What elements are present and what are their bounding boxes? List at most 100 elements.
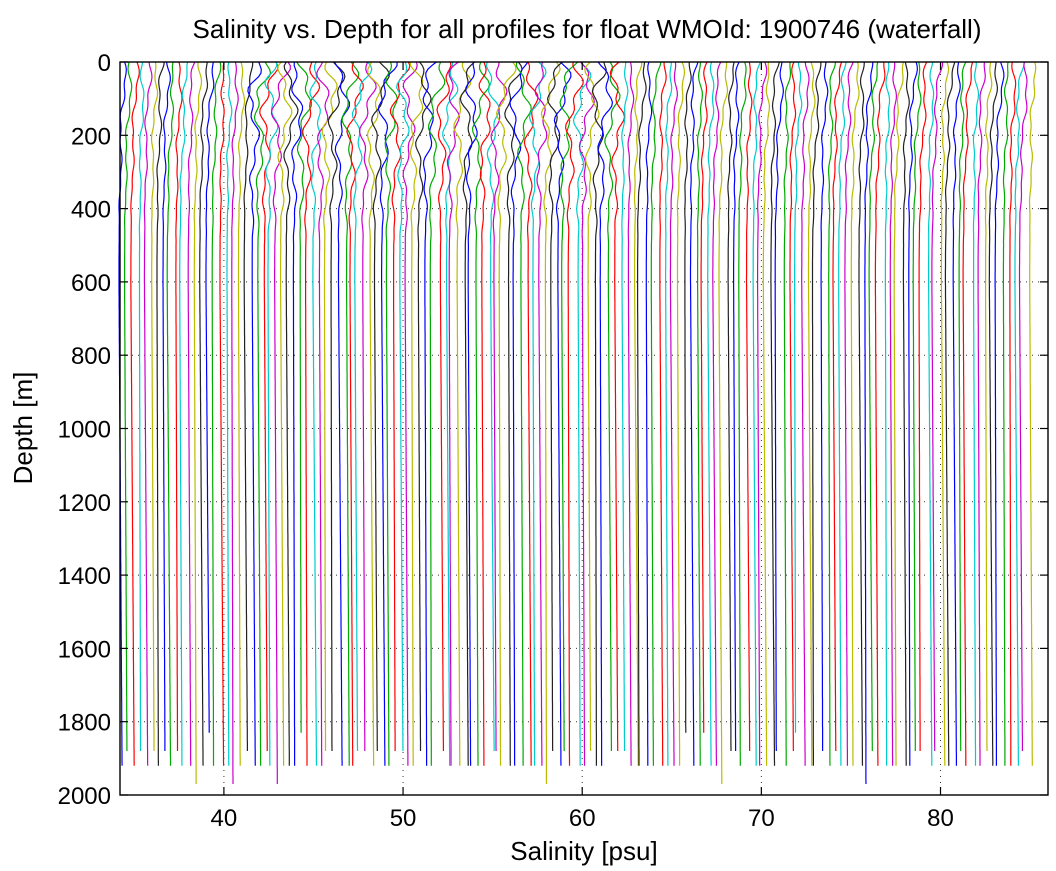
y-axis-label: Depth [m] (8, 372, 38, 485)
salinity-profile-line (509, 61, 529, 766)
y-tick-label: 1200 (58, 490, 111, 517)
salinity-profile-line (952, 61, 961, 766)
salinity-profile-line (333, 61, 350, 766)
salinity-profile-line (908, 61, 919, 766)
salinity-profile-line (301, 61, 321, 766)
salinity-profile-line (396, 61, 410, 752)
salinity-profile-line (515, 61, 532, 766)
salinity-profile-line (175, 61, 183, 751)
salinity-profile-line (377, 61, 398, 766)
salinity-profile-line (868, 61, 879, 751)
salinity-profile-line (219, 61, 225, 766)
salinity-profile-line (977, 61, 986, 766)
salinity-profile-line (650, 61, 662, 766)
salinity-profile-line (259, 61, 279, 751)
salinity-profile-line (756, 61, 768, 766)
salinity-profile-line (732, 61, 740, 751)
salinity-profile-line (1014, 61, 1025, 766)
salinity-profile-line (237, 61, 246, 766)
salinity-profile-line (676, 61, 686, 766)
salinity-profile-line (597, 61, 614, 766)
salinity-profile-line (745, 61, 753, 752)
y-tick-label: 600 (71, 270, 111, 297)
axis-ticks: 40 50 60 70 80020040060080010001200140016001… (58, 50, 1048, 832)
salinity-profile-line (707, 61, 715, 766)
salinity-profile-line (832, 61, 843, 751)
salinity-profile-line (534, 61, 548, 766)
salinity-profile-line (627, 61, 635, 766)
salinity-profile-line (584, 61, 600, 752)
salinity-profile-line (621, 61, 629, 751)
salinity-profile-line (199, 61, 209, 766)
salinity-profile-line (645, 61, 653, 766)
salinity-profile-line (689, 61, 699, 766)
x-tick-label: 40 (211, 805, 238, 832)
salinity-profile-line (931, 61, 944, 751)
salinity-profile-line (193, 61, 203, 784)
salinity-profile-line (327, 61, 346, 751)
salinity-profile-line (793, 61, 803, 733)
salinity-profile-line (783, 61, 792, 766)
y-tick-label: 1400 (58, 563, 111, 590)
y-tick-label: 0 (98, 50, 111, 77)
salinity-profile-line (528, 61, 547, 766)
salinity-profile-line (205, 61, 215, 733)
salinity-profile-line (316, 61, 330, 766)
salinity-profile-line (984, 61, 993, 751)
salinity-profile-line (187, 61, 196, 766)
salinity-profile-line (166, 61, 175, 766)
salinity-profile-line (321, 61, 338, 751)
salinity-profile-line (988, 61, 999, 766)
salinity-profile-line (884, 61, 891, 766)
salinity-profile-line (874, 61, 886, 766)
salinity-profile-line (402, 61, 418, 766)
salinity-profile-line (807, 61, 816, 766)
salinity-profile-line (918, 61, 928, 751)
salinity-profile-line (944, 61, 956, 766)
salinity-profile-line (415, 61, 432, 751)
y-tick-label: 2000 (58, 783, 111, 810)
salinity-profile-line (972, 61, 980, 766)
salinity-profile-line (471, 61, 491, 766)
salinity-profile-line (927, 61, 935, 766)
salinity-profile-line (801, 61, 810, 766)
salinity-profile-line (902, 61, 910, 766)
salinity-profile-line (384, 61, 398, 766)
salinity-profile-line (156, 61, 165, 766)
salinity-profile-line (130, 61, 140, 766)
salinity-profile-line (770, 61, 780, 766)
salinity-profile-line (774, 61, 785, 751)
salinity-profile-line (553, 61, 572, 766)
salinity-profile-line (696, 61, 704, 766)
salinity-profile-line (296, 61, 313, 733)
salinity-profile-line (864, 61, 874, 785)
salinity-profile-line (578, 61, 595, 766)
salinity-profile-line (523, 61, 539, 766)
salinity-profiles (118, 61, 1037, 785)
salinity-profile-line (459, 61, 476, 766)
y-tick-label: 1800 (58, 710, 111, 737)
salinity-profile-line (827, 61, 837, 766)
salinity-profile-line (752, 61, 761, 766)
salinity-profile-line (844, 61, 854, 766)
salinity-profile-line (270, 61, 291, 784)
salinity-profile-line (485, 61, 501, 751)
salinity-profile-line (738, 61, 747, 766)
salinity-profile-line (143, 61, 153, 766)
x-tick-label: 70 (748, 805, 775, 832)
salinity-profile-line (564, 61, 584, 766)
salinity-profile-line (264, 61, 279, 766)
salinity-profile-line (789, 61, 797, 752)
salinity-profile-line (358, 61, 377, 751)
salinity-profile-line (490, 61, 508, 752)
y-tick-label: 1600 (58, 636, 111, 663)
grid-lines (120, 62, 1048, 795)
salinity-profile-line (540, 61, 561, 785)
salinity-profile-line (889, 61, 898, 766)
salinity-profile-line (291, 61, 304, 766)
salinity-profile-line (446, 61, 460, 766)
salinity-profile-line (453, 61, 472, 766)
salinity-profile-line (633, 61, 643, 766)
salinity-profile-line (572, 61, 592, 766)
salinity-profile-line (366, 61, 381, 766)
